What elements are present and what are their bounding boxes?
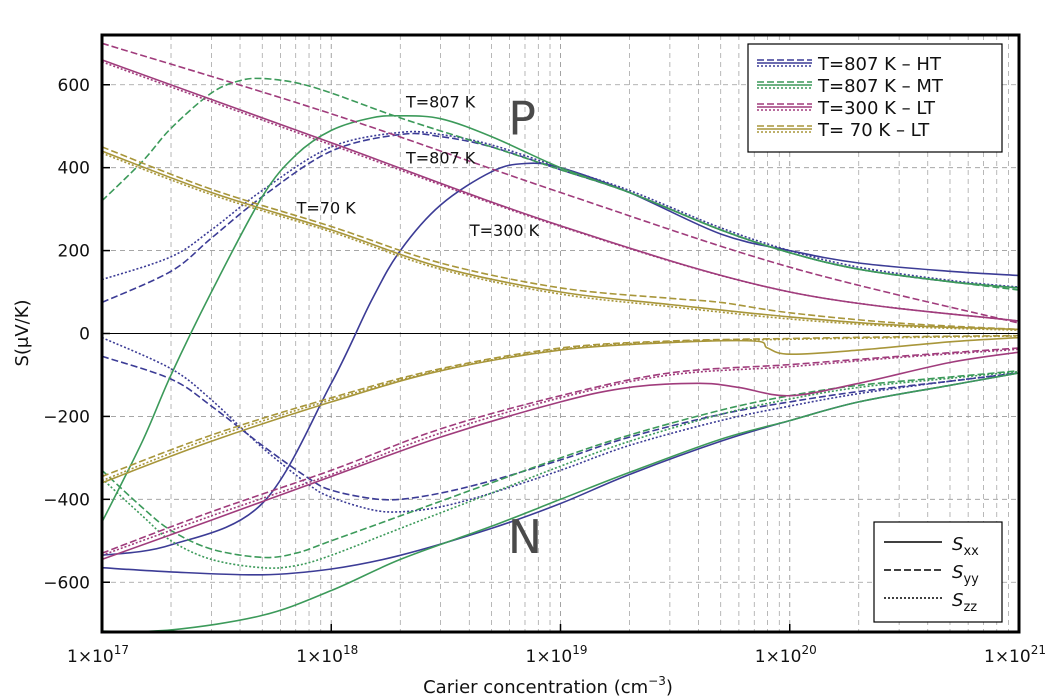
legend-component-label: Szz [952,590,977,615]
y-tick-label: −600 [43,573,90,593]
x-tick-label: 1×1019 [526,643,588,667]
y-tick-label: 0 [79,325,90,345]
x-tick-label: 1×1020 [755,643,817,667]
series-line [101,130,1020,288]
legend-component-label: Syy [952,562,979,587]
x-tick-label: 1×1017 [67,643,129,667]
x-tick-label: 1×1018 [296,643,358,667]
series-line [101,348,1020,557]
curve-annotation: T=70 K [296,198,357,217]
series-line [101,59,1020,322]
curve-annotation: T=807 K [405,149,476,168]
legend-series-label: T=300 K – LT [817,98,936,119]
legend-series-box [747,43,1003,153]
series-line [101,114,1020,523]
series-line [101,150,1020,331]
legend-components-box [873,521,1003,623]
series-line [101,336,1020,484]
y-tick-label: 600 [58,76,90,96]
x-tick-label: 1×1021 [984,643,1046,667]
y-tick-label: 400 [58,159,90,179]
series-line [101,162,1020,557]
legend-components: Sxx Syy Szz [873,521,1003,623]
y-tick-label: −400 [43,490,90,510]
series-line [101,355,1020,501]
series-line [101,336,1020,513]
legend-component-label: Sxx [952,534,979,559]
series-line [101,351,1020,561]
curve-annotation: T=807 K [405,93,476,112]
legend-series-label: T=807 K – HT [817,54,942,75]
legend-series-label: T= 70 K – LT [817,120,930,141]
y-tick-label: −200 [43,407,90,427]
legend-series-label: T=807 K – MT [817,76,944,97]
series-line [101,335,1020,482]
series-line [101,77,1020,291]
series-line [101,370,1020,569]
annotations: P N T=807 K T=807 K T=70 K T=300 K [296,92,543,565]
axis-ticks: 1×1017 1×1018 1×1019 1×1020 1×1021 600 400 200 0… [43,76,1046,667]
series-line [101,347,1020,554]
x-axis-title: Carier concentration (cm−3) [423,674,673,698]
y-tick-label: 200 [58,242,90,262]
series-line [101,42,1020,324]
region-label: N [508,510,542,564]
series-line [101,334,1020,478]
series-line [101,152,1020,331]
series-layer [101,42,1020,633]
series-line [101,372,1020,633]
y-axis-title: S(μV/K) [12,299,33,366]
series-line [101,146,1020,331]
curve-annotation: T=300 K [469,221,540,240]
legend-series: T=807 K – HTT=807 K – MTT=300 K – LTT= 7… [747,43,1003,153]
region-label: P [508,92,536,146]
